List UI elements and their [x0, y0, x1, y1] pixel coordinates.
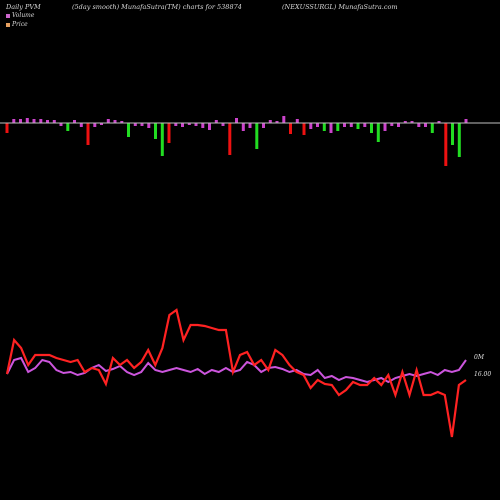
volume-bar — [160, 123, 164, 156]
volume-bar — [336, 123, 340, 131]
legend-price: Price — [6, 21, 28, 28]
volume-bar — [383, 123, 387, 131]
volume-bar — [25, 118, 29, 123]
volume-bar — [174, 123, 178, 126]
volume-bar — [356, 123, 360, 129]
legend-price-label: Price — [12, 21, 28, 28]
volume-bar — [424, 123, 427, 127]
volume-bar — [390, 123, 394, 126]
volume-bar — [120, 121, 124, 123]
volume-bar — [32, 119, 36, 123]
volume-bar — [444, 123, 448, 166]
legend-volume-label: Volume — [12, 12, 35, 19]
volume-bar — [262, 123, 265, 128]
volume-bar — [451, 123, 454, 145]
volume-bar — [208, 123, 211, 130]
volume-bar — [322, 123, 326, 131]
legend-price-swatch — [6, 22, 10, 27]
volume-bar — [46, 120, 49, 123]
volume-bar — [181, 123, 184, 127]
volume-bar — [255, 123, 259, 149]
volume-bar — [464, 119, 468, 123]
volume-bar — [376, 123, 380, 142]
volume-bar — [221, 123, 225, 126]
volume-bar — [349, 123, 353, 127]
volume-bar — [329, 123, 333, 133]
price-line — [5, 308, 467, 438]
volume-bar — [167, 123, 171, 143]
volume-bar — [275, 121, 279, 123]
volume-bar — [106, 119, 110, 123]
volume-bar — [316, 123, 319, 127]
volume-bar — [397, 123, 400, 127]
volume-bar — [403, 121, 407, 123]
volume-bar — [343, 123, 346, 127]
volume-bar — [289, 123, 292, 134]
legend-volume-swatch — [6, 13, 10, 18]
volume-bar — [127, 123, 130, 137]
volume-bar — [363, 123, 367, 127]
price-axis-label: 16.00 — [474, 371, 491, 378]
volume-bar — [235, 118, 238, 123]
volume-bar — [201, 123, 205, 128]
volume-bar — [309, 123, 313, 129]
volume-bar — [228, 123, 232, 155]
volume-bar — [86, 123, 90, 145]
volume-bar — [140, 123, 144, 126]
volume-bar — [457, 123, 461, 157]
volume-bar — [194, 123, 198, 126]
volume-bar — [417, 123, 421, 127]
volume-bar — [295, 119, 299, 123]
volume-bar — [410, 121, 414, 123]
volume-bar — [133, 123, 137, 126]
volume-bar — [93, 123, 97, 127]
volume-bar — [113, 120, 117, 123]
volume-bar — [302, 123, 306, 135]
volume-bar — [19, 119, 22, 123]
volume-bar — [59, 123, 63, 126]
volume-bar — [214, 120, 218, 123]
volume-bar — [147, 123, 151, 128]
volume-bar — [100, 123, 103, 125]
volume-bar — [370, 123, 373, 133]
volume-bar — [282, 116, 286, 123]
volume-bar — [52, 120, 56, 123]
volume-bar — [66, 123, 70, 131]
volume-bar — [5, 123, 9, 133]
chart-header-center-right: (NEXUSSURGL) MunafaSutra.com — [282, 3, 398, 11]
volume-bar — [79, 123, 83, 127]
volume-bar — [39, 119, 43, 123]
volume-bar — [154, 123, 157, 139]
volume-bar — [73, 120, 76, 123]
chart-header-center-left: (5day smooth) MunafaSutra(TM) charts for… — [72, 3, 242, 11]
volume-bar — [268, 120, 272, 123]
volume-bar — [187, 123, 191, 125]
volume-bar — [241, 123, 245, 131]
volume-bar — [430, 123, 434, 133]
volume-bar — [12, 119, 16, 123]
volume-axis-label: 0M — [474, 354, 485, 361]
chart-header-left: Daily PVM — [6, 3, 41, 11]
volume-bar — [437, 121, 441, 123]
volume-bar — [248, 123, 252, 128]
legend-volume: Volume — [6, 12, 34, 19]
